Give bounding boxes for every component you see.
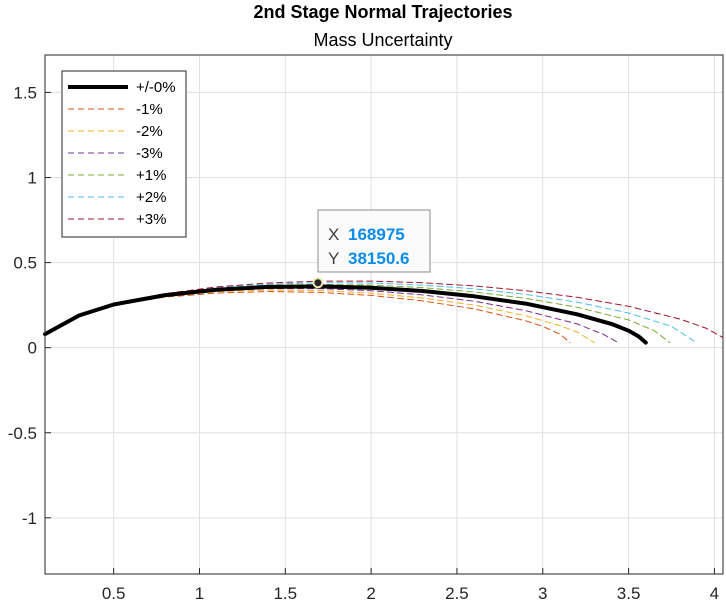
legend-box <box>61 70 187 238</box>
datatip-x-value: 168975 <box>348 225 405 244</box>
legend-label: -1% <box>136 101 163 118</box>
axes-box <box>44 54 724 575</box>
datatip[interactable]: X 168975 Y 38150.6 <box>312 209 431 289</box>
datatip-x-key: X <box>328 225 339 244</box>
datatip-y-value: 38150.6 <box>348 249 409 268</box>
legend-label: +2% <box>136 189 166 206</box>
series-group <box>43 280 724 345</box>
datatip-marker[interactable] <box>312 277 324 289</box>
series-line-+/-0%[interactable] <box>43 284 648 345</box>
x-tick-label: 1.5 <box>273 584 297 603</box>
x-tick-label: 3 <box>538 584 547 603</box>
chart-title: 2nd Stage Normal Trajectories <box>253 2 512 22</box>
x-tick-label: 0.5 <box>102 584 126 603</box>
chart-subtitle: Mass Uncertainty <box>313 30 452 50</box>
x-tick-label: 1 <box>195 584 204 603</box>
y-tick-label: -0.5 <box>8 424 37 443</box>
x-tick-labels: 0.5 1 1.5 2 2.5 3 3.5 4 <box>102 584 719 603</box>
legend-label: -3% <box>136 145 163 162</box>
legend-label: +/-0% <box>136 79 176 96</box>
datatip-box <box>317 209 431 273</box>
y-tick-label: 1 <box>28 169 37 188</box>
x-tick-label: 3.5 <box>617 584 641 603</box>
legend-label: +3% <box>136 211 166 228</box>
x-tick-label: 2.5 <box>445 584 469 603</box>
y-tick-label: 1.5 <box>13 83 37 102</box>
grid-lines <box>45 55 723 574</box>
legend-label: -2% <box>136 123 163 140</box>
legend[interactable]: +/-0% -1% -2% -3% +1% +2% +3% <box>61 70 187 238</box>
x-tick-label: 2 <box>366 584 375 603</box>
y-tick-labels: 1.5 1 0.5 0 -0.5 -1 <box>8 83 37 527</box>
x-tick-label: 4 <box>710 584 719 603</box>
datatip-y-key: Y <box>328 249 339 268</box>
y-tick-label: 0.5 <box>13 254 37 273</box>
legend-label: +1% <box>136 167 166 184</box>
y-tick-label: -1 <box>22 509 37 528</box>
y-tick-label: 0 <box>28 339 37 358</box>
